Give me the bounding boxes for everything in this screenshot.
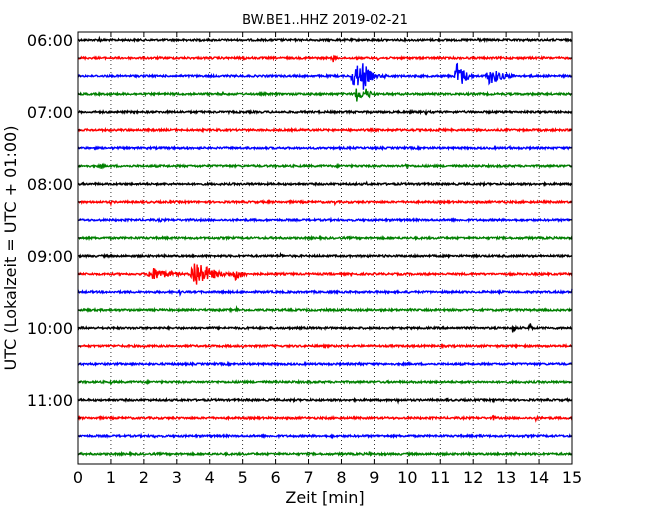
seismogram-trace bbox=[77, 360, 573, 368]
seismogram-trace bbox=[77, 378, 573, 386]
x-tick-label: 11 bbox=[430, 468, 450, 487]
grid bbox=[110, 32, 540, 464]
seismogram-trace bbox=[77, 450, 573, 458]
x-tick-label: 13 bbox=[496, 468, 516, 487]
seismogram-trace bbox=[77, 342, 573, 350]
y-tick-label: 07:00 bbox=[27, 103, 73, 122]
y-axis-ticks: 06:00 07:00 08:00 09:00 10:00 11:00 bbox=[27, 31, 572, 455]
seismogram-trace bbox=[77, 432, 573, 440]
seismogram-trace bbox=[77, 126, 573, 134]
x-axis-label: Zeit [min] bbox=[285, 488, 364, 507]
seismogram-trace bbox=[77, 216, 573, 224]
x-tick-label: 7 bbox=[303, 468, 313, 487]
x-tick-label: 9 bbox=[369, 468, 379, 487]
chart-title: BW.BE1..HHZ 2019-02-21 bbox=[242, 13, 408, 28]
plot-frame bbox=[77, 31, 573, 465]
x-tick-label: 2 bbox=[139, 468, 149, 487]
x-tick-label: 6 bbox=[271, 468, 281, 487]
y-axis-label: UTC (Lokalzeit = UTC + 01:00) bbox=[1, 126, 20, 371]
x-tick-label: 4 bbox=[205, 468, 215, 487]
y-tick-label: 10:00 bbox=[27, 319, 73, 338]
y-tick-label: 06:00 bbox=[27, 31, 73, 50]
y-tick-label: 11:00 bbox=[27, 391, 73, 410]
x-tick-label: 5 bbox=[238, 468, 248, 487]
y-tick-label: 08:00 bbox=[27, 175, 73, 194]
x-axis-ticks: 0 1 2 3 4 5 6 7 8 9 10 11 12 13 14 15 bbox=[73, 32, 582, 487]
seismogram-trace bbox=[77, 144, 573, 152]
seismogram-trace bbox=[77, 180, 573, 188]
seismogram-trace bbox=[78, 304, 573, 314]
x-tick-label: 0 bbox=[73, 468, 83, 487]
x-tick-label: 15 bbox=[562, 468, 582, 487]
seismogram-trace bbox=[77, 323, 573, 333]
seismogram-trace bbox=[77, 251, 573, 260]
seismogram-traces bbox=[77, 35, 573, 458]
seismogram-trace bbox=[77, 108, 573, 116]
seismogram-trace bbox=[77, 62, 573, 90]
seismogram-trace bbox=[77, 414, 573, 423]
x-tick-label: 14 bbox=[529, 468, 549, 487]
x-tick-label: 3 bbox=[172, 468, 182, 487]
seismogram-trace bbox=[77, 162, 573, 170]
x-tick-label: 8 bbox=[336, 468, 346, 487]
y-tick-label: 09:00 bbox=[27, 247, 73, 266]
seismogram-trace bbox=[77, 288, 573, 297]
x-tick-label: 12 bbox=[463, 468, 483, 487]
seismogram-trace bbox=[77, 54, 573, 63]
x-tick-label: 10 bbox=[397, 468, 417, 487]
seismogram-trace bbox=[77, 234, 573, 242]
seismogram-trace bbox=[77, 88, 573, 102]
seismogram-trace bbox=[77, 35, 573, 44]
seismogram-trace bbox=[77, 198, 573, 207]
seismogram-trace bbox=[77, 396, 573, 405]
x-tick-label: 1 bbox=[106, 468, 116, 487]
seismogram-trace bbox=[77, 263, 573, 285]
